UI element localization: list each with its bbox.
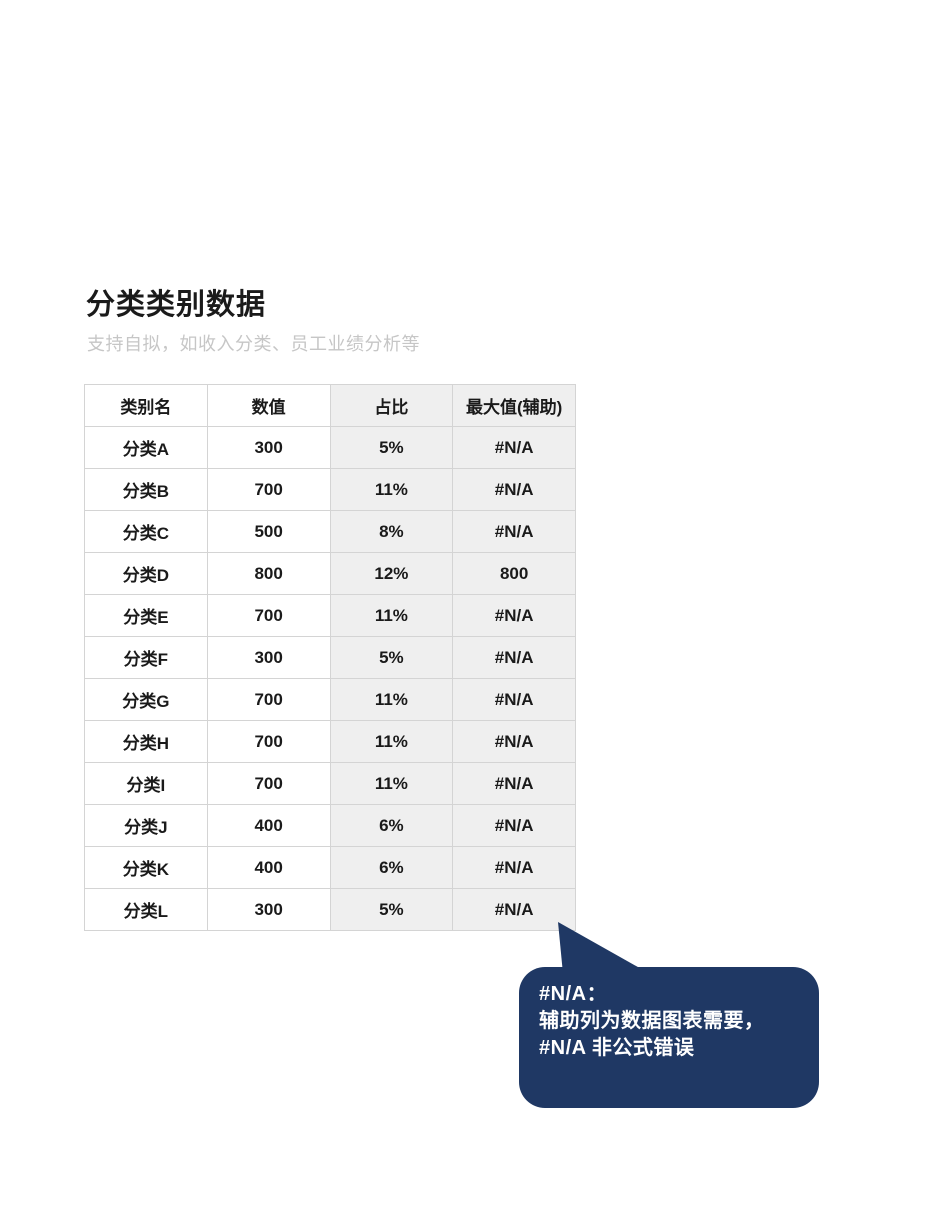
page-title: 分类类别数据 (86, 289, 267, 321)
table-header-row: 类别名 数值 占比 最大值(辅助) (84, 384, 576, 427)
column-header: 数值 (206, 384, 331, 427)
page-subtitle: 支持自拟，如收入分类、员工业绩分析等 (87, 334, 420, 354)
table-cell: 700 (206, 762, 331, 805)
table-cell: 分类I (84, 762, 208, 805)
table-cell: #N/A (452, 678, 576, 721)
table-cell: 分类F (84, 636, 208, 679)
table-cell: 500 (206, 510, 331, 553)
table-row: 分类I 700 11% #N/A (84, 762, 576, 805)
table-cell: #N/A (452, 510, 576, 553)
table-cell: 700 (206, 468, 331, 511)
table-cell: #N/A (452, 636, 576, 679)
table-cell: 分类B (84, 468, 208, 511)
table-row: 分类F 300 5% #N/A (84, 636, 576, 679)
table-cell: 6% (329, 804, 454, 847)
table-row: 分类J 400 6% #N/A (84, 804, 576, 847)
table-cell: 700 (206, 678, 331, 721)
table-cell: #N/A (452, 804, 576, 847)
callout-line: #N/A： (539, 983, 608, 1005)
column-header: 类别名 (84, 384, 208, 427)
column-header: 占比 (329, 384, 454, 427)
data-table: 类别名 数值 占比 最大值(辅助) 分类A 300 5% #N/A 分类B 700 11% #N/A… (84, 384, 576, 931)
table-cell: 11% (329, 468, 454, 511)
table-cell: 400 (206, 804, 331, 847)
table-cell: 分类D (84, 552, 208, 595)
table-cell: #N/A (452, 594, 576, 637)
table-body: 分类A 300 5% #N/A 分类B 700 11% #N/A 分类C 500 8% #N/A 分类D… (84, 426, 576, 931)
table-cell: 分类E (84, 594, 208, 637)
table-row: 分类A 300 5% #N/A (84, 426, 576, 469)
table-row: 分类B 700 11% #N/A (84, 468, 576, 511)
table-row: 分类E 700 11% #N/A (84, 594, 576, 637)
callout-line: 辅助列为数据图表需要， (539, 1010, 765, 1032)
table-cell: 5% (329, 888, 454, 931)
table-cell: 400 (206, 846, 331, 889)
table-cell: 700 (206, 594, 331, 637)
table-cell: 5% (329, 426, 454, 469)
table-cell: 300 (206, 888, 331, 931)
table-cell: 分类J (84, 804, 208, 847)
table-cell: 11% (329, 762, 454, 805)
table-cell: 800 (206, 552, 331, 595)
table-cell: #N/A (452, 846, 576, 889)
table-row: 分类K 400 6% #N/A (84, 846, 576, 889)
table-cell: #N/A (452, 720, 576, 763)
table-row: 分类G 700 11% #N/A (84, 678, 576, 721)
table-cell: 800 (452, 552, 576, 595)
table-header: 类别名 数值 占比 最大值(辅助) (84, 384, 576, 427)
table-cell: 分类L (84, 888, 208, 931)
table-cell: 分类G (84, 678, 208, 721)
table-cell: 分类A (84, 426, 208, 469)
table-cell: 8% (329, 510, 454, 553)
table-cell: 分类H (84, 720, 208, 763)
table-row: 分类D 800 12% 800 (84, 552, 576, 595)
callout-bubble: #N/A： 辅助列为数据图表需要， #N/A 非公式错误 (519, 967, 819, 1108)
table-cell: #N/A (452, 888, 576, 931)
table-cell: 300 (206, 426, 331, 469)
table-cell: 700 (206, 720, 331, 763)
table-cell: 11% (329, 720, 454, 763)
table-cell: 6% (329, 846, 454, 889)
callout-line: #N/A 非公式错误 (539, 1037, 695, 1059)
table-row: 分类H 700 11% #N/A (84, 720, 576, 763)
table-cell: 分类K (84, 846, 208, 889)
table-row: 分类L 300 5% #N/A (84, 888, 576, 931)
table-cell: 11% (329, 594, 454, 637)
table-cell: 分类C (84, 510, 208, 553)
table-cell: #N/A (452, 468, 576, 511)
table-cell: 12% (329, 552, 454, 595)
table-row: 分类C 500 8% #N/A (84, 510, 576, 553)
table-cell: 5% (329, 636, 454, 679)
table-cell: 300 (206, 636, 331, 679)
table-cell: 11% (329, 678, 454, 721)
column-header: 最大值(辅助) (452, 384, 576, 427)
table-cell: #N/A (452, 762, 576, 805)
table-cell: #N/A (452, 426, 576, 469)
